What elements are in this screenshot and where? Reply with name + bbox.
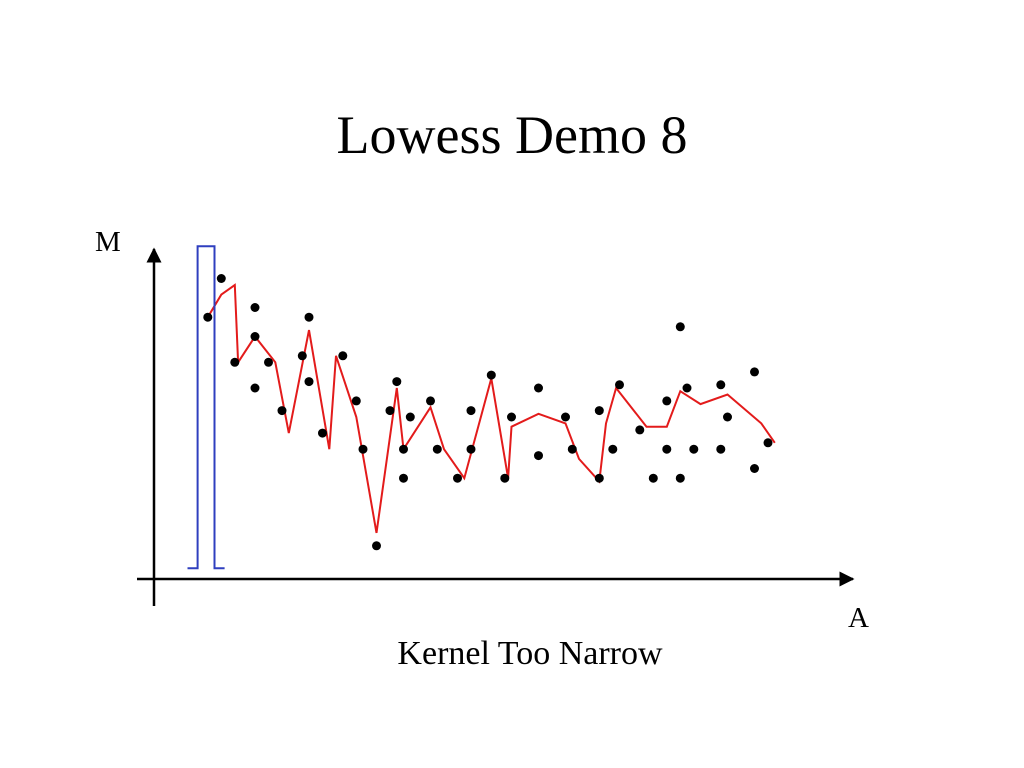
data-point	[662, 444, 672, 454]
chart-caption: Kernel Too Narrow	[397, 635, 663, 672]
data-point	[675, 473, 685, 483]
data-point	[486, 370, 496, 380]
data-point	[453, 473, 462, 483]
data-point	[264, 357, 273, 367]
kernel-window-line	[187, 245, 225, 570]
data-point	[561, 412, 570, 422]
chart-marks	[187, 245, 776, 570]
data-point	[567, 444, 577, 454]
data-point	[351, 396, 361, 406]
data-point	[675, 322, 685, 332]
data-point	[534, 383, 543, 393]
data-point	[385, 406, 395, 416]
data-point	[635, 425, 645, 435]
data-point	[750, 464, 759, 473]
data-point	[716, 380, 726, 390]
data-point	[405, 412, 415, 422]
data-point	[304, 377, 314, 387]
data-point	[230, 357, 240, 367]
data-point	[648, 473, 658, 483]
data-point	[500, 473, 510, 483]
data-point	[250, 383, 260, 393]
data-point	[466, 444, 476, 454]
data-point	[507, 412, 516, 422]
data-point	[250, 303, 260, 312]
lowess-fit-line	[206, 283, 776, 534]
data-point	[534, 451, 543, 461]
data-point	[594, 406, 604, 416]
data-point	[689, 444, 699, 454]
data-point	[392, 377, 402, 387]
data-point	[466, 406, 476, 416]
data-point	[432, 444, 442, 454]
data-point	[426, 396, 435, 406]
data-point	[682, 383, 692, 393]
data-point	[399, 444, 408, 454]
data-point	[304, 312, 314, 322]
data-point	[594, 473, 604, 483]
data-point	[763, 438, 773, 448]
data-point	[338, 351, 348, 361]
data-point	[662, 396, 672, 406]
data-point	[716, 444, 726, 454]
data-point	[723, 412, 732, 422]
data-point	[372, 541, 381, 551]
data-point	[608, 444, 618, 454]
data-point	[750, 367, 759, 377]
data-point	[203, 312, 213, 322]
x-axis-label: A	[848, 602, 869, 634]
data-point	[216, 274, 226, 283]
data-point	[358, 444, 368, 454]
slide-title: Lowess Demo 8	[336, 105, 688, 165]
data-point	[297, 351, 307, 361]
data-point	[318, 428, 327, 438]
data-point	[250, 332, 260, 341]
data-point	[277, 406, 287, 416]
y-axis-label: M	[95, 226, 121, 258]
data-point	[615, 380, 624, 390]
data-point	[399, 473, 408, 483]
